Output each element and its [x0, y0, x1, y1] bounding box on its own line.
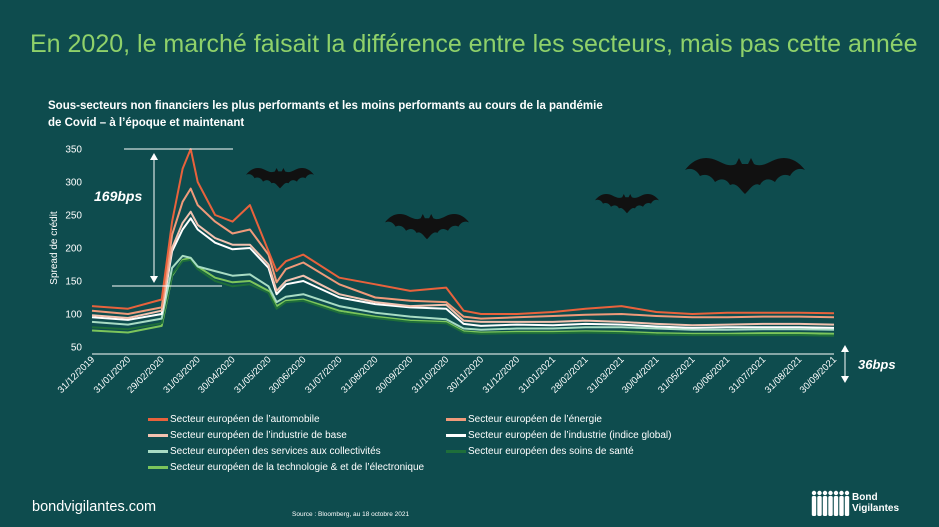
logo-person-body	[839, 496, 844, 516]
legend-label: Secteur européen de l’industrie de base	[170, 430, 347, 441]
legend-swatch	[148, 450, 168, 453]
x-tick-label: 31/07/2021	[727, 354, 768, 395]
arrow-down-icon	[150, 276, 158, 283]
x-tick-label: 29/02/2020	[125, 354, 166, 395]
logo-person-body	[811, 496, 817, 516]
y-tick-label: 100	[65, 310, 82, 321]
bat-icon	[385, 214, 469, 240]
legend-item: Secteur européen de l’automobile	[148, 414, 320, 425]
legend-swatch	[148, 466, 168, 469]
legend-swatch	[446, 434, 466, 437]
logo-people-icon	[811, 490, 850, 516]
x-tick-label: 31/07/2020	[303, 354, 344, 395]
legend-item: Secteur européen de la technologie & et …	[148, 462, 424, 473]
logo-text: Bond Vigilantes	[852, 492, 899, 514]
legend-label: Secteur européen de l’automobile	[170, 414, 320, 425]
logo-person-head	[839, 490, 844, 496]
series-line	[91, 187, 835, 320]
legend-label: Secteur européen de l’industrie (indice …	[468, 430, 672, 441]
arrow-up-icon	[841, 345, 849, 352]
y-tick-label: 50	[71, 343, 83, 354]
legend-item: Secteur européen des soins de santé	[446, 446, 634, 457]
logo-person-head	[822, 490, 828, 496]
legend-item: Secteur européen des services aux collec…	[148, 446, 381, 457]
bat-icon	[246, 168, 314, 189]
legend-swatch	[148, 434, 168, 437]
bat-icon	[685, 158, 805, 194]
logo-person-body	[817, 496, 822, 516]
legend-label: Secteur européen de la technologie & et …	[170, 462, 425, 473]
legend-item: Secteur européen de l’industrie de base	[148, 430, 347, 441]
y-tick-label: 250	[65, 211, 82, 222]
x-tick-label: 31/12/2019	[56, 354, 97, 395]
logo-person-body	[844, 496, 850, 516]
x-tick-label: 30/11/2020	[445, 354, 486, 395]
bat-icon	[595, 194, 659, 214]
series-line	[91, 210, 835, 327]
x-tick-label: 30/09/2020	[374, 354, 415, 395]
x-tick-label: 30/09/2021	[798, 354, 839, 395]
logo-person-head	[844, 490, 850, 496]
y-tick-label: 150	[65, 277, 82, 288]
arrow-down-icon	[841, 376, 849, 383]
x-tick-label: 31/10/2020	[410, 354, 451, 395]
series-lines	[91, 148, 835, 337]
legend-swatch	[446, 450, 466, 453]
legend-item: Secteur européen de l’industrie (indice …	[446, 430, 671, 441]
y-tick-label: 200	[65, 244, 82, 255]
legend-label: Secteur européen des soins de santé	[468, 446, 634, 457]
y-axis-label: Spread de crédit	[49, 211, 60, 285]
chart-subtitle: Sous-secteurs non financiers les plus pe…	[48, 100, 603, 129]
annotation-36bps: 36bps	[858, 357, 896, 372]
series-line	[91, 258, 835, 337]
legend-swatch	[446, 418, 466, 421]
x-tick-label: 30/06/2021	[691, 354, 732, 395]
x-tick-label: 30/04/2021	[620, 354, 661, 395]
logo-line-1: Bond	[852, 492, 878, 503]
series-line	[91, 148, 835, 315]
x-tick-label: 30/04/2020	[196, 354, 237, 395]
series-line	[91, 217, 835, 329]
y-tick-label: 300	[65, 178, 82, 189]
logo-person-head	[817, 490, 822, 496]
arrow-up-icon	[150, 153, 158, 160]
series-line	[91, 254, 835, 331]
logo-person-body	[833, 496, 839, 516]
bat-decorations	[246, 158, 805, 240]
source-note: Source : Bloomberg, au 18 octobre 2021	[292, 511, 410, 518]
legend-label: Secteur européen des services aux collec…	[170, 446, 381, 457]
annotation-169bps: 169bps	[94, 188, 143, 204]
y-tick-label: 350	[65, 145, 82, 156]
legend-swatch	[148, 418, 168, 421]
x-tick-label: 30/06/2020	[267, 354, 308, 395]
spread-annotations	[112, 148, 849, 383]
logo-line-2: Vigilantes	[852, 503, 900, 514]
logo-person-body	[828, 496, 833, 516]
logo-person-body	[822, 496, 828, 516]
legend-label: Secteur européen de l’énergie	[468, 414, 602, 425]
logo-person-head	[833, 490, 839, 496]
page-title: En 2020, le marché faisait la différence…	[30, 30, 918, 58]
y-axis: 50 100 150 200 250 300 350	[65, 145, 82, 354]
x-axis: 31/12/201931/01/202029/02/202031/03/2020…	[56, 353, 839, 396]
logo-person-head	[811, 490, 817, 496]
legend-item: Secteur européen de l’énergie	[446, 414, 602, 425]
x-tick-label: 31/12/2020	[481, 354, 522, 395]
logo-person-head	[828, 490, 833, 496]
footer-url: bondvigilantes.com	[32, 499, 157, 515]
